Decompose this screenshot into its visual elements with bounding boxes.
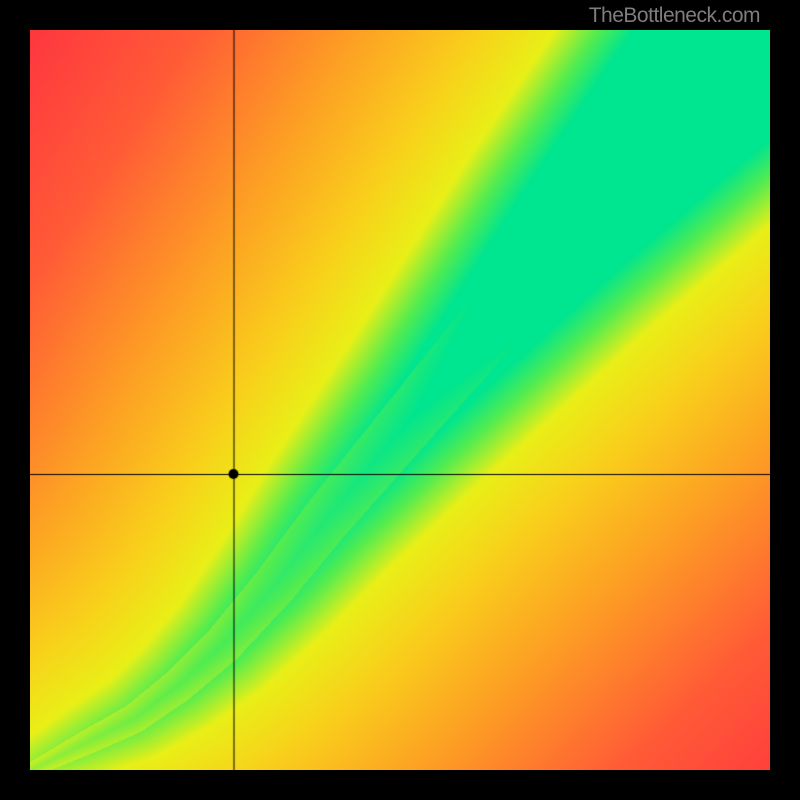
chart-container: TheBottleneck.com xyxy=(0,0,800,800)
plot-area xyxy=(30,30,770,770)
attribution-label: TheBottleneck.com xyxy=(589,4,760,28)
heatmap-canvas xyxy=(30,30,770,770)
